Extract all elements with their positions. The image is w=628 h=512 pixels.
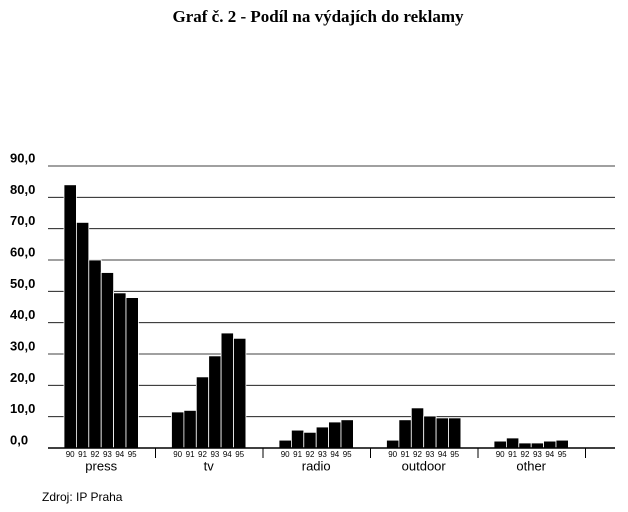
series-label: 94 (115, 450, 124, 459)
bar (448, 417, 462, 449)
series-label: 92 (91, 450, 100, 459)
series-label: 92 (306, 450, 315, 459)
bar (340, 419, 354, 449)
bar (183, 409, 197, 449)
y-tick-label: 10,0 (10, 401, 35, 416)
bar (505, 437, 520, 449)
y-tick-label: 50,0 (10, 276, 35, 291)
bar (328, 421, 342, 449)
source: Zdroj: IP Praha (42, 490, 123, 504)
bar (278, 439, 292, 449)
series-label: 93 (210, 450, 219, 459)
series-label: 90 (281, 450, 290, 459)
bar (303, 431, 317, 449)
x-tick-label: other (516, 458, 546, 473)
bar (208, 355, 222, 449)
series-label: 94 (438, 450, 447, 459)
bar (195, 376, 210, 449)
series-label: 90 (66, 450, 75, 459)
x-tick-label: press (85, 458, 117, 473)
bar (518, 442, 532, 449)
chart-title: Graf č. 2 - Podíl na výdajích do reklamy (172, 7, 464, 26)
series-label: 90 (496, 450, 505, 459)
y-tick-label: 0,0 (10, 432, 28, 447)
y-tick-label: 20,0 (10, 370, 35, 385)
bar (88, 259, 102, 449)
series-label: 91 (293, 450, 302, 459)
series-label: 92 (521, 450, 530, 459)
series-label: 92 (413, 450, 422, 459)
y-tick-label: 40,0 (10, 307, 35, 322)
series-label: 94 (223, 450, 232, 459)
series-label: 93 (318, 450, 327, 459)
series-label: 95 (450, 450, 459, 459)
bar (543, 440, 557, 449)
series-label: 90 (173, 450, 182, 459)
bar (555, 439, 569, 449)
series-label: 91 (508, 450, 517, 459)
series-label: 91 (78, 450, 87, 459)
bar (113, 292, 127, 449)
bar (76, 221, 90, 449)
bar (63, 184, 77, 449)
series-label: 92 (198, 450, 207, 459)
series-label: 91 (186, 450, 195, 459)
y-tick-label: 90,0 (10, 150, 35, 165)
series-label: 91 (401, 450, 410, 459)
x-tick-label: outdoor (402, 458, 447, 473)
bar (530, 442, 545, 449)
bar (290, 429, 305, 449)
series-label: 93 (103, 450, 112, 459)
x-tick-label: radio (302, 458, 331, 473)
bar (315, 426, 330, 449)
series-label: 95 (343, 450, 352, 459)
series-label: 93 (425, 450, 434, 459)
series-label: 94 (545, 450, 554, 459)
bar (386, 439, 400, 449)
y-tick-label: 80,0 (10, 182, 35, 197)
y-tick-label: 70,0 (10, 213, 35, 228)
bar (493, 440, 507, 449)
bar (398, 419, 412, 449)
bar (423, 415, 437, 449)
bar (220, 332, 234, 449)
series-label: 95 (558, 450, 567, 459)
bar (233, 337, 247, 449)
series-label: 93 (533, 450, 542, 459)
bar (171, 411, 185, 449)
series-label: 95 (128, 450, 137, 459)
bar (410, 407, 425, 449)
series-label: 94 (330, 450, 339, 459)
bar (435, 417, 449, 449)
y-tick-label: 30,0 (10, 338, 35, 353)
bar (100, 272, 114, 449)
bar (125, 297, 139, 449)
series-label: 90 (388, 450, 397, 459)
series-label: 95 (235, 450, 244, 459)
y-tick-label: 60,0 (10, 244, 35, 259)
x-tick-label: tv (204, 458, 215, 473)
